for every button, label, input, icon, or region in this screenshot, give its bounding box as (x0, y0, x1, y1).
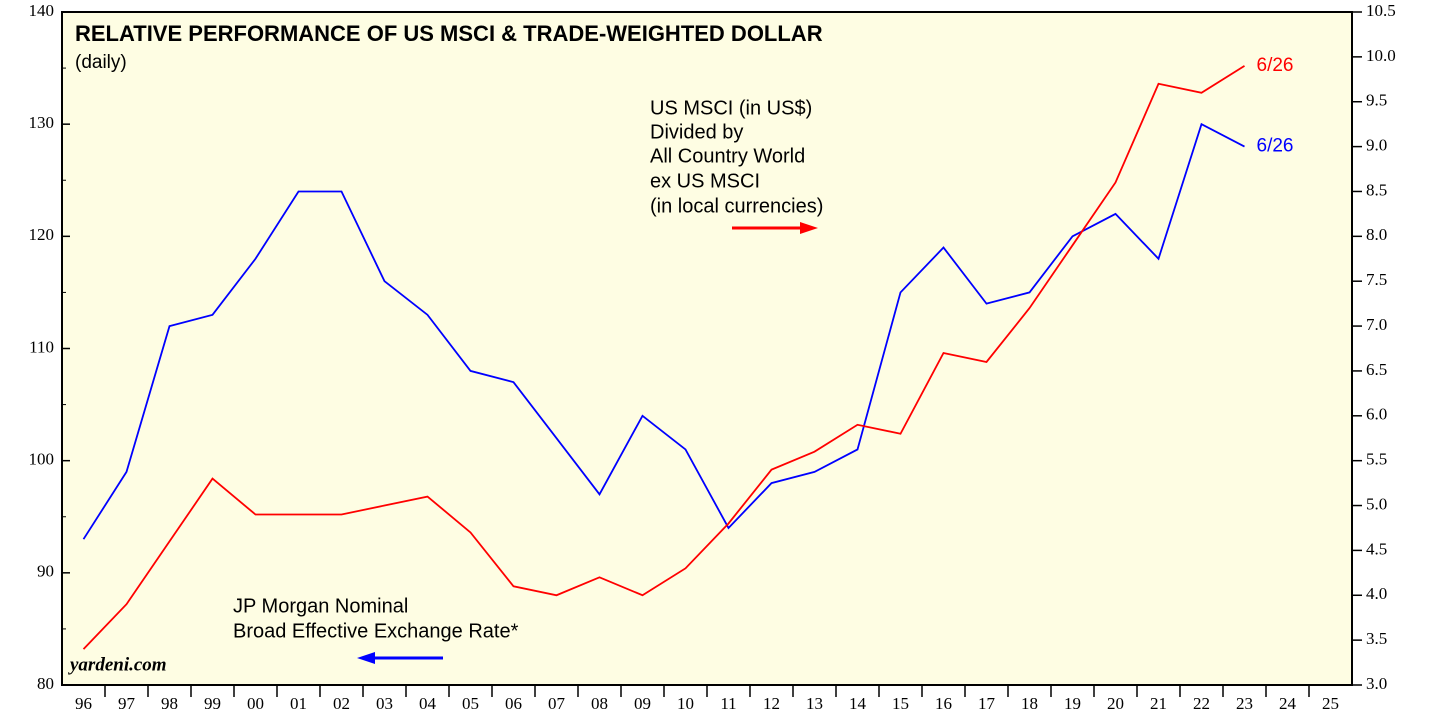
x-tick-label: 14 (849, 694, 867, 713)
x-tick-label: 02 (333, 694, 350, 713)
x-tick-label: 06 (505, 694, 522, 713)
annotation-line: (in local currencies) (650, 195, 823, 217)
x-tick-label: 17 (978, 694, 996, 713)
x-tick-label: 22 (1193, 694, 1210, 713)
y2-tick-label: 10.5 (1366, 1, 1396, 20)
x-tick-label: 05 (462, 694, 479, 713)
annotation-line: ex US MSCI (650, 170, 760, 192)
y2-tick-label: 5.5 (1366, 450, 1387, 469)
y-tick-label: 80 (37, 674, 54, 693)
annotation-dollar: JP Morgan Nominal Broad Effective Exchan… (233, 595, 519, 642)
x-tick-label: 18 (1021, 694, 1038, 713)
x-tick-label: 24 (1279, 694, 1297, 713)
y2-tick-label: 7.0 (1366, 315, 1387, 334)
arrow-right (732, 222, 818, 234)
annotation-line: All Country World (650, 145, 805, 167)
y-tick-label: 130 (29, 113, 55, 132)
y2-tick-label: 3.5 (1366, 629, 1387, 648)
x-tick-label: 25 (1322, 694, 1339, 713)
x-tick-label: 19 (1064, 694, 1081, 713)
y2-tick-label: 7.5 (1366, 270, 1387, 289)
x-tick-label: 09 (634, 694, 651, 713)
y2-tick-label: 10.0 (1366, 46, 1396, 65)
annotation-line: Broad Effective Exchange Rate* (233, 620, 519, 642)
x-tick-label: 98 (161, 694, 178, 713)
x-tick-label: 15 (892, 694, 909, 713)
y-tick-label: 100 (29, 450, 55, 469)
y2-tick-label: 4.0 (1366, 584, 1387, 603)
y2-tick-label: 6.5 (1366, 360, 1387, 379)
chart-subtitle: (daily) (75, 52, 127, 73)
arrow-left (357, 652, 443, 664)
x-tick-label: 97 (118, 694, 136, 713)
annotation-line: US MSCI (in US$) (650, 97, 812, 119)
y2-tick-label: 9.0 (1366, 136, 1387, 155)
y-tick-label: 90 (37, 562, 54, 581)
y-tick-label: 140 (29, 1, 55, 20)
x-tick-label: 23 (1236, 694, 1253, 713)
series-line (82, 65, 1245, 650)
x-tick-label: 11 (720, 694, 736, 713)
series-line (82, 122, 1245, 540)
y2-tick-label: 5.0 (1366, 494, 1387, 513)
x-tick-label: 04 (419, 694, 437, 713)
x-tick-label: 21 (1150, 694, 1167, 713)
x-tick-label: 96 (75, 694, 92, 713)
annotation-line: Divided by (650, 121, 743, 143)
y-tick-label: 120 (29, 225, 55, 244)
end-label: 6/26 (1257, 136, 1294, 157)
x-tick-label: 10 (677, 694, 694, 713)
end-label: 6/26 (1257, 55, 1294, 76)
y2-tick-label: 6.0 (1366, 405, 1387, 424)
x-tick-label: 01 (290, 694, 307, 713)
source: yardeni.com (68, 654, 167, 675)
x-tick-label: 16 (935, 694, 952, 713)
x-tick-label: 03 (376, 694, 393, 713)
plot-area (61, 11, 1353, 686)
y2-tick-label: 4.5 (1366, 539, 1387, 558)
x-tick-label: 13 (806, 694, 823, 713)
x-tick-label: 08 (591, 694, 608, 713)
x-tick-label: 12 (763, 694, 780, 713)
y-tick-label: 110 (29, 337, 54, 356)
y2-tick-label: 3.0 (1366, 674, 1387, 693)
y2-tick-label: 8.5 (1366, 180, 1387, 199)
x-tick-label: 00 (247, 694, 264, 713)
y2-tick-label: 9.5 (1366, 91, 1387, 110)
x-tick-label: 99 (204, 694, 221, 713)
annotation-line: JP Morgan Nominal (233, 595, 408, 617)
annotation-msci: US MSCI (in US$) Divided by All Country … (650, 97, 823, 217)
y2-tick-label: 8.0 (1366, 225, 1387, 244)
chart-title: RELATIVE PERFORMANCE OF US MSCI & TRADE-… (75, 21, 823, 46)
x-tick-label: 07 (548, 694, 566, 713)
x-tick-label: 20 (1107, 694, 1124, 713)
